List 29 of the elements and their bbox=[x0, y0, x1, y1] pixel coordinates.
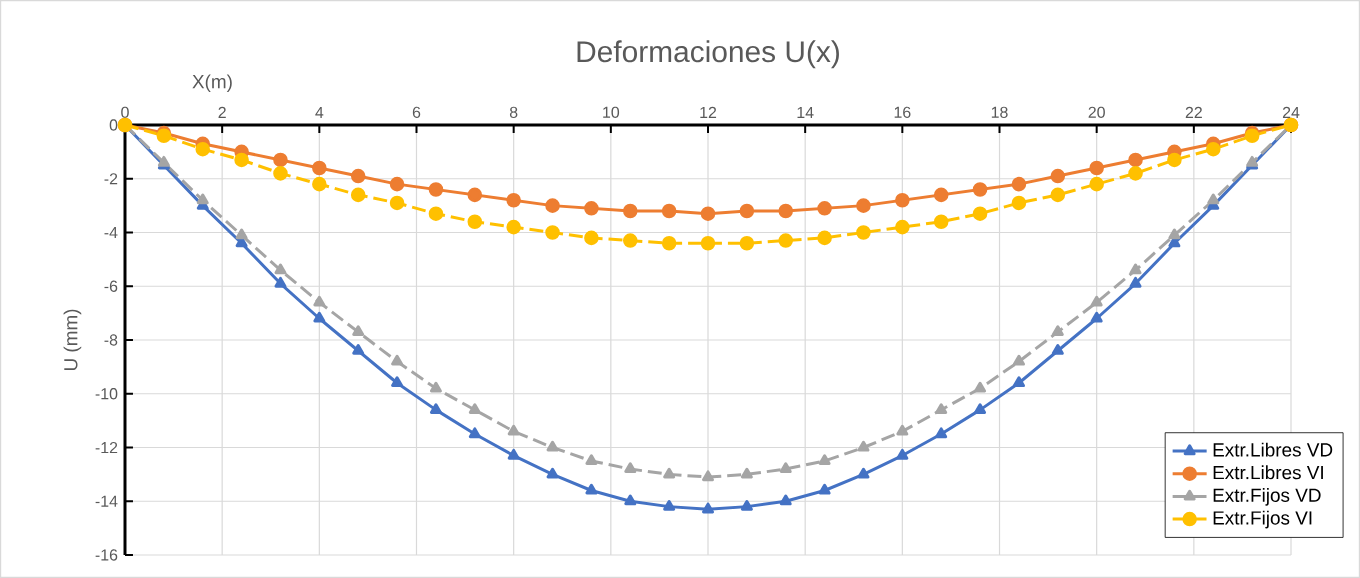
x-tick-label: 22 bbox=[1185, 106, 1202, 118]
legend-label: Extr.Fijos VI bbox=[1213, 510, 1312, 529]
x-tick-label: 18 bbox=[991, 106, 1008, 118]
legend-label: Extr.Libres VI bbox=[1213, 465, 1323, 480]
y-tick-label: 0 bbox=[109, 119, 118, 131]
x-tick-label: 20 bbox=[1088, 106, 1105, 118]
x-tick-label: 12 bbox=[700, 106, 717, 118]
x-tick-label: 4 bbox=[315, 106, 324, 118]
x-tick-label: 0 bbox=[121, 106, 129, 118]
y-tick-label: -6 bbox=[104, 280, 118, 292]
y-tick-label: -14 bbox=[95, 495, 118, 507]
x-tick-label: 16 bbox=[894, 106, 911, 118]
legend-label: Extr.Fijos VD bbox=[1213, 488, 1321, 506]
y-tick-label: -4 bbox=[104, 227, 118, 238]
y-axis-title: U (mm) bbox=[63, 309, 82, 371]
x-tick-label: 14 bbox=[797, 106, 814, 118]
x-axis-title: X(m) bbox=[192, 74, 232, 93]
y-tick-label: -2 bbox=[104, 173, 118, 185]
y-tick-label: -8 bbox=[104, 334, 118, 346]
x-tick-label: 8 bbox=[509, 106, 518, 118]
y-tick-label: -12 bbox=[95, 441, 118, 454]
x-tick-label: 6 bbox=[412, 106, 421, 118]
x-tick-label: 10 bbox=[603, 106, 620, 118]
legend-label: Extr.Libres VD bbox=[1213, 442, 1333, 457]
x-tick-label: 2 bbox=[218, 106, 226, 118]
y-tick-label: -16 bbox=[95, 549, 118, 561]
x-tick-label: 24 bbox=[1282, 106, 1300, 118]
chart-title: Deformaciones U(x) bbox=[577, 40, 839, 69]
y-tick-label: -10 bbox=[95, 388, 118, 400]
